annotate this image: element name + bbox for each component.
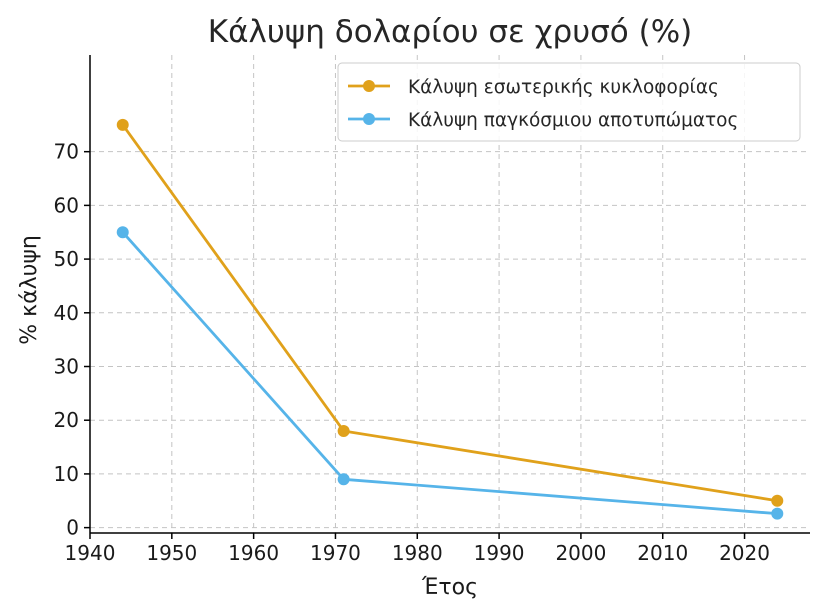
x-tick-label: 1990 bbox=[474, 541, 525, 565]
x-tick-label: 1940 bbox=[65, 541, 116, 565]
x-ticks: 1940 1950 1960 1970 1980 1990 2000 2010 2020 bbox=[65, 533, 770, 565]
x-axis-title: Έτος bbox=[421, 575, 478, 600]
series-2 bbox=[116, 226, 784, 520]
y-tick-label: 60 bbox=[54, 193, 79, 217]
legend-label: Κάλυψη παγκόσμιου αποτυπώματος bbox=[408, 110, 738, 131]
chart-title: Κάλυψη δολαρίου σε χρυσό (%) bbox=[208, 14, 693, 50]
legend-box bbox=[337, 62, 801, 142]
data-point bbox=[116, 226, 129, 239]
axes bbox=[89, 55, 810, 534]
legend-swatch-marker bbox=[363, 113, 375, 125]
x-tick-label: 2000 bbox=[555, 541, 606, 565]
legend-item: Κάλυψη εσωτερικής κυκλοφορίας bbox=[348, 77, 719, 98]
x-tick-label: 2020 bbox=[719, 541, 770, 565]
data-point bbox=[116, 118, 129, 131]
y-axis-title: % κάλυψη bbox=[17, 235, 42, 345]
x-tick-label: 1950 bbox=[146, 541, 197, 565]
y-tick-label: 50 bbox=[54, 247, 79, 271]
data-point bbox=[771, 507, 784, 520]
legend-item: Κάλυψη παγκόσμιου αποτυπώματος bbox=[348, 110, 738, 131]
legend-label: Κάλυψη εσωτερικής κυκλοφορίας bbox=[408, 77, 719, 98]
legend: Κάλυψη εσωτερικής κυκλοφορίας Κάλυψη παγκ… bbox=[337, 62, 801, 142]
x-tick-label: 1970 bbox=[310, 541, 361, 565]
series-1 bbox=[116, 118, 784, 507]
grid bbox=[90, 55, 810, 533]
x-tick-label: 2010 bbox=[637, 541, 688, 565]
data-point bbox=[337, 424, 350, 437]
y-tick-label: 20 bbox=[54, 408, 79, 432]
x-tick-label: 1960 bbox=[228, 541, 279, 565]
y-tick-label: 10 bbox=[54, 462, 79, 486]
series-line bbox=[121, 231, 778, 516]
y-tick-label: 0 bbox=[66, 516, 79, 540]
y-ticks: 0 10 20 30 40 50 60 70 bbox=[54, 140, 90, 540]
legend-swatch-marker bbox=[363, 80, 375, 92]
data-point bbox=[337, 473, 350, 486]
y-tick-label: 40 bbox=[54, 301, 79, 325]
data-point bbox=[771, 494, 784, 507]
y-tick-label: 30 bbox=[54, 355, 79, 379]
series-group bbox=[116, 118, 784, 520]
x-tick-label: 1980 bbox=[392, 541, 443, 565]
y-tick-label: 70 bbox=[54, 140, 79, 164]
